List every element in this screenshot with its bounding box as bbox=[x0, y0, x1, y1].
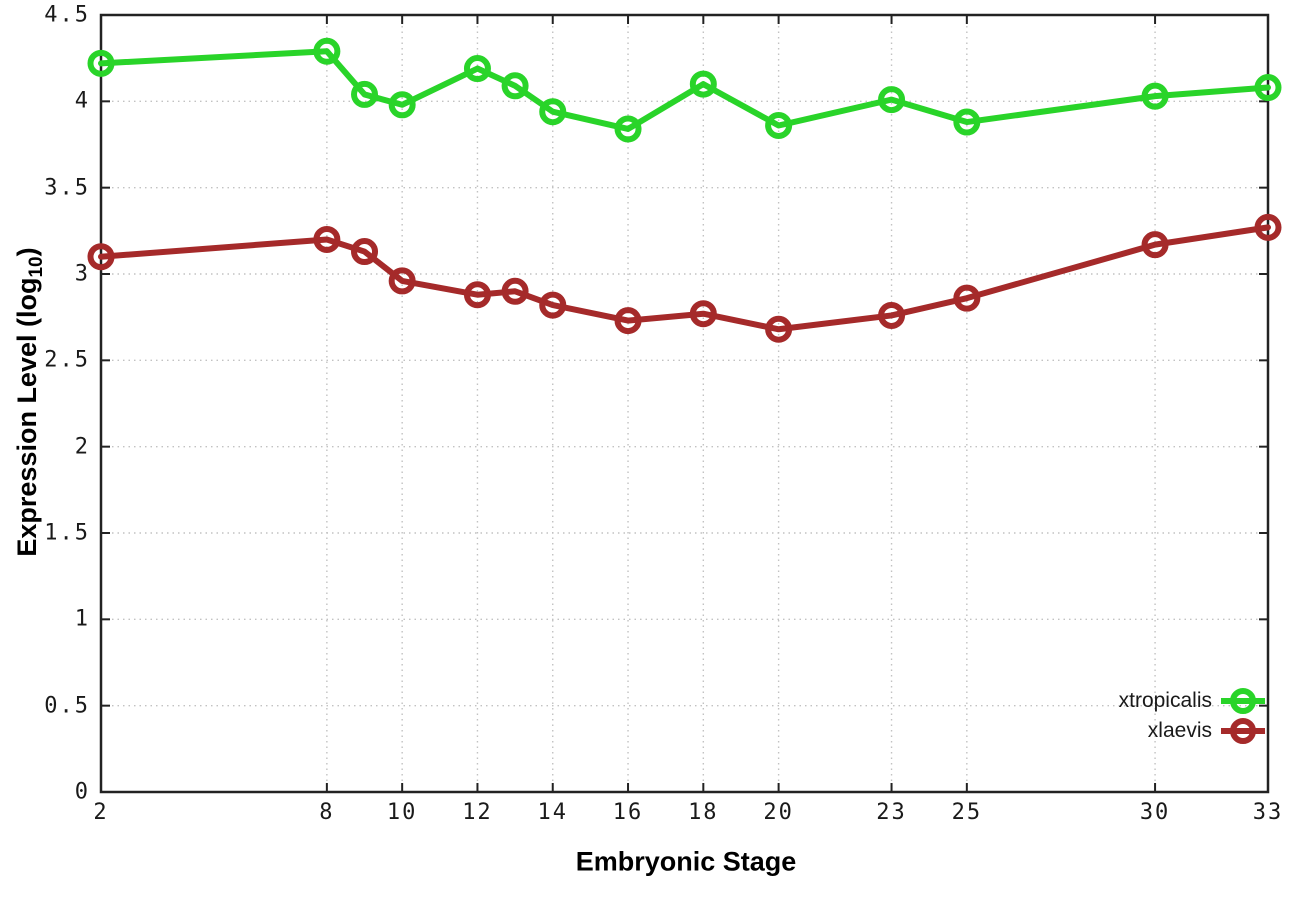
x-tick-label: 33 bbox=[1252, 800, 1284, 825]
x-tick-label: 14 bbox=[537, 800, 568, 825]
data-point-xtropicalis bbox=[501, 72, 529, 100]
data-point-xlaevis bbox=[689, 300, 717, 328]
x-tick-label: 12 bbox=[462, 800, 493, 825]
data-point-xlaevis bbox=[765, 315, 793, 343]
legend-label: xlaevis bbox=[1147, 719, 1212, 742]
y-tick-label: 3 bbox=[74, 261, 90, 287]
legend-marker-icon bbox=[1221, 688, 1265, 714]
legend-marker-icon bbox=[1221, 718, 1265, 744]
legend: xtropicalis xlaevis bbox=[1119, 686, 1267, 746]
y-tick-label: 1.5 bbox=[44, 520, 90, 546]
series-line-xlaevis bbox=[98, 224, 1271, 333]
data-point-xlaevis bbox=[463, 281, 491, 309]
data-point-xtropicalis bbox=[87, 49, 115, 77]
y-axis-title-suffix: ) bbox=[11, 247, 42, 257]
data-point-xlaevis bbox=[614, 307, 642, 335]
x-tick-label: 23 bbox=[876, 800, 907, 825]
y-tick-label: 0 bbox=[74, 779, 90, 805]
x-tick-label: 2 bbox=[93, 800, 109, 825]
data-point-xtropicalis bbox=[313, 37, 341, 65]
x-tick-label: 18 bbox=[688, 800, 719, 825]
legend-label: xtropicalis bbox=[1118, 689, 1212, 712]
y-tick-label: 4.5 bbox=[44, 2, 90, 28]
data-point-xtropicalis bbox=[1141, 82, 1169, 110]
data-point-xtropicalis bbox=[953, 108, 981, 136]
y-tick-label: 2.5 bbox=[44, 347, 90, 373]
x-tick-label: 30 bbox=[1139, 800, 1171, 825]
data-point-xlaevis bbox=[313, 225, 341, 253]
x-tick-label: 10 bbox=[386, 800, 418, 825]
data-point-xlaevis bbox=[351, 238, 379, 266]
data-point-xtropicalis bbox=[463, 55, 491, 83]
data-point-xlaevis bbox=[1254, 213, 1282, 241]
y-axis-title: Expression Level (log10) bbox=[12, 247, 48, 556]
series-line-xtropicalis bbox=[98, 48, 1271, 132]
y-tick-label: 3.5 bbox=[44, 175, 90, 201]
data-point-xtropicalis bbox=[614, 115, 642, 143]
x-tick-label: 25 bbox=[951, 800, 983, 825]
data-point-xtropicalis bbox=[689, 70, 717, 98]
data-point-xlaevis bbox=[1141, 231, 1169, 259]
data-point-xlaevis bbox=[87, 243, 115, 271]
legend-item: xlaevis bbox=[1119, 716, 1267, 746]
x-tick-label: 20 bbox=[763, 800, 794, 825]
data-point-xtropicalis bbox=[388, 91, 416, 119]
x-axis-title: Embryonic Stage bbox=[575, 846, 797, 877]
legend-circle-icon bbox=[1230, 688, 1256, 714]
y-tick-label: 2 bbox=[74, 434, 90, 460]
data-point-xlaevis bbox=[539, 291, 567, 319]
y-tick-label: 0.5 bbox=[44, 693, 90, 719]
legend-item: xtropicalis bbox=[1119, 686, 1267, 716]
x-tick-label: 8 bbox=[319, 800, 335, 825]
data-point-xlaevis bbox=[953, 284, 981, 312]
data-point-xlaevis bbox=[878, 301, 906, 329]
data-point-xtropicalis bbox=[539, 98, 567, 126]
legend-circle-icon bbox=[1230, 718, 1256, 744]
data-point-xlaevis bbox=[501, 277, 529, 305]
data-point-xtropicalis bbox=[1254, 74, 1282, 102]
y-axis-title-text: Expression Level (log bbox=[11, 277, 42, 557]
x-tick-label: 16 bbox=[612, 800, 644, 825]
data-point-xtropicalis bbox=[351, 80, 379, 108]
plot-border bbox=[99, 13, 1270, 794]
data-point-xtropicalis bbox=[765, 112, 793, 140]
data-point-xlaevis bbox=[388, 267, 416, 295]
y-tick-label: 4 bbox=[74, 88, 90, 114]
data-point-xtropicalis bbox=[878, 86, 906, 114]
y-tick-label: 1 bbox=[74, 606, 90, 632]
